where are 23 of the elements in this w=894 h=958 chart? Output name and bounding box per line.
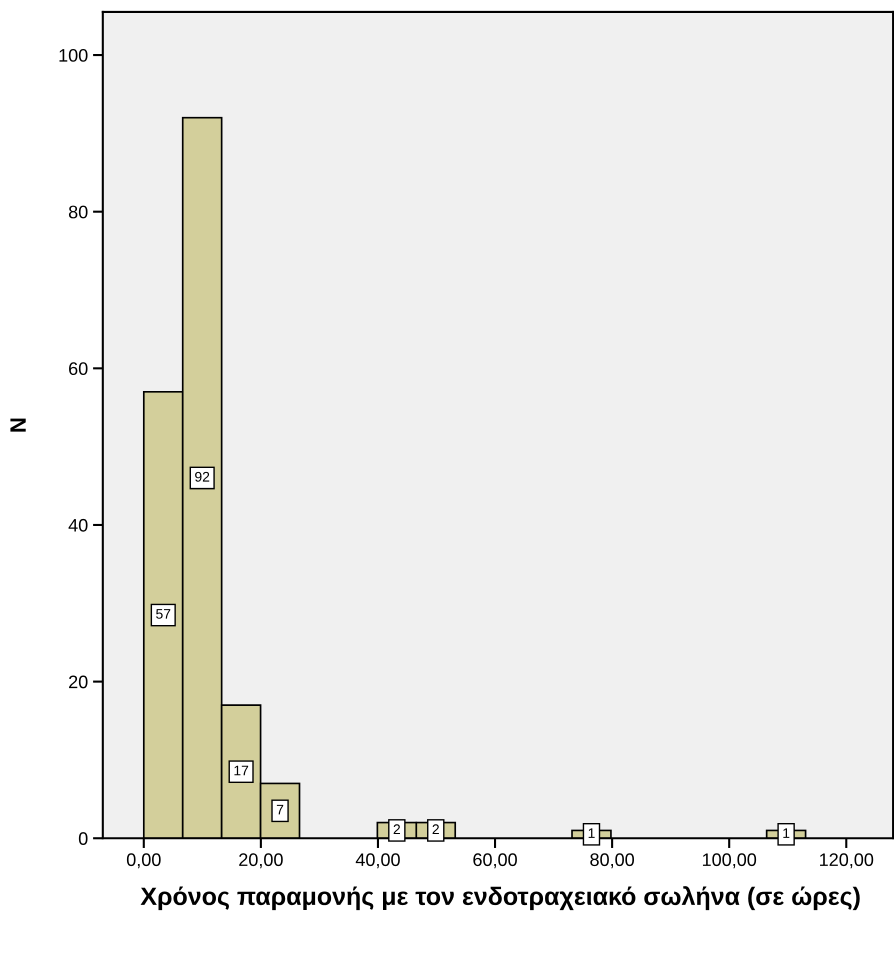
data-label: 92	[195, 472, 210, 482]
data-label: 7	[276, 804, 284, 814]
x-tick-label: 100,00	[702, 853, 756, 868]
x-tick-label: 120,00	[820, 853, 874, 868]
y-axis-title: N	[10, 418, 26, 432]
y-tick-label: 20	[69, 676, 88, 688]
y-tick-label: 0	[78, 832, 88, 845]
y-tick-label: 100	[59, 48, 88, 62]
data-label: 1	[588, 828, 595, 838]
x-tick-label: 20,00	[239, 853, 283, 868]
y-tick-label: 40	[68, 518, 88, 532]
x-tick-label: 60,00	[473, 853, 517, 868]
data-label: 1	[783, 828, 790, 838]
x-tick-label: 80,00	[590, 853, 634, 868]
x-tick-label: 0,00	[126, 853, 161, 868]
data-label: 2	[394, 824, 400, 834]
data-label: 17	[234, 766, 248, 776]
y-tick-label: 80	[68, 206, 88, 218]
x-axis-title: Χρόνος παραμονής με τον ενδοτραχειακό σωλήνα (σε ώρες)	[140, 886, 860, 910]
y-tick-label: 60	[69, 362, 88, 376]
data-label: 2	[432, 824, 439, 834]
x-tick-label: 40,00	[356, 853, 400, 868]
data-label: 57	[156, 609, 170, 619]
